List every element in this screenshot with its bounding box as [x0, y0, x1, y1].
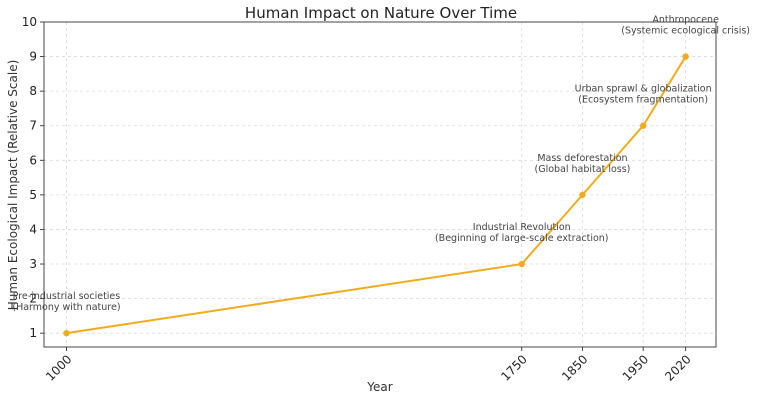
x-tick-label: 1950 [620, 352, 651, 383]
x-tick-label: 1850 [559, 352, 590, 383]
annotation-line: Anthropocene [652, 15, 719, 26]
x-tick-label: 2020 [662, 352, 693, 383]
annotation-label: Urban sprawl & globalization (Ecosystem f… [575, 84, 712, 106]
y-tick-label: 9 [29, 50, 37, 64]
data-point [63, 329, 70, 337]
y-tick-label: 3 [29, 257, 37, 271]
annotation-label: Mass deforestation (Global habitat loss) [535, 153, 631, 175]
grid-layer [44, 21, 716, 347]
x-axis-label: Year [366, 380, 392, 394]
x-tick-label: 1000 [43, 352, 74, 383]
data-point [682, 53, 689, 60]
annotation-line: (Global habitat loss) [535, 164, 631, 175]
annotation-line: (Systemic ecological crisis) [621, 26, 750, 37]
annotation-line: (Ecosystem fragmentation) [578, 95, 708, 106]
chart-title: Human Impact on Nature Over Time [245, 4, 517, 22]
y-tick-label: 8 [29, 84, 37, 98]
y-axis-label: Human Ecological Impact (Relative Scale) [6, 60, 20, 311]
y-tick-label: 2 [29, 292, 37, 306]
annotation-label: Pre-industrial societies (Harmony with na… [12, 291, 120, 313]
y-tick-label: 6 [29, 153, 37, 167]
y-tick-label: 10 [22, 15, 37, 29]
annotation-line: Mass deforestation [537, 153, 627, 164]
annotation-label: Anthropocene (Systemic ecological crisis) [621, 15, 750, 37]
annotation-line: (Harmony with nature) [12, 302, 120, 313]
y-tick-label: 4 [29, 222, 37, 236]
annotation-layer: Pre-industrial societies (Harmony with na… [12, 15, 750, 314]
annotation-line: Urban sprawl & globalization [575, 84, 712, 95]
annotation-line: (Beginning of large-scale extraction) [435, 233, 609, 244]
y-tick-label: 5 [29, 188, 37, 202]
series-layer [63, 53, 689, 337]
x-tick-label: 1750 [498, 352, 529, 383]
annotation-label: Industrial Revolution (Beginning of large… [435, 222, 609, 244]
axes-layer: 1 2 3 4 5 6 7 8 9 10 1000 1750 1850 1950 2020 [22, 15, 717, 384]
data-point [518, 260, 525, 268]
annotation-line: Pre-industrial societies [13, 291, 121, 302]
data-point [639, 122, 647, 129]
plot-frame [43, 21, 717, 348]
data-point [579, 191, 586, 199]
annotation-line: Industrial Revolution [473, 222, 571, 233]
y-tick-label: 7 [29, 119, 37, 133]
y-tick-label: 1 [29, 326, 37, 340]
